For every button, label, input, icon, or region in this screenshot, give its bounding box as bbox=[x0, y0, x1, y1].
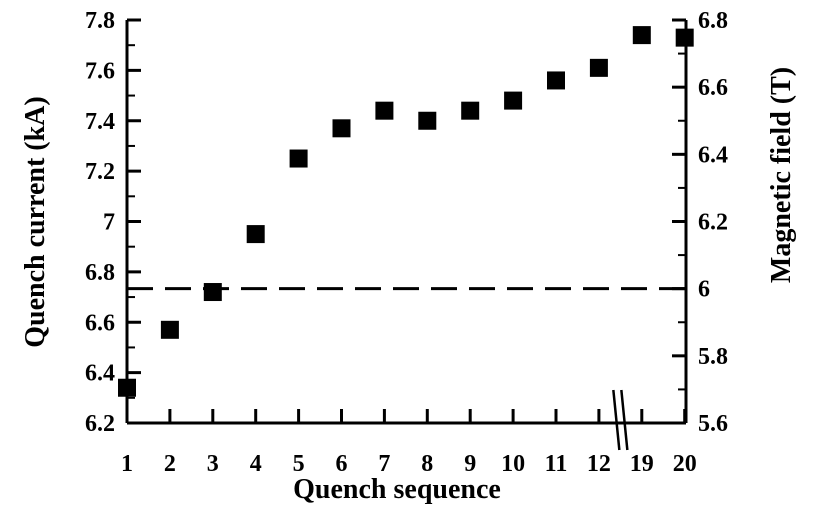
data-points bbox=[118, 26, 694, 397]
data-point bbox=[289, 149, 308, 168]
x-tick-label: 8 bbox=[421, 451, 433, 477]
data-point bbox=[418, 111, 437, 130]
data-point bbox=[632, 26, 651, 45]
x-tick-label: 1 bbox=[121, 451, 133, 477]
y-axis-title: Quench current (kA) bbox=[20, 96, 51, 347]
y2-tick-label: 6.8 bbox=[698, 8, 728, 34]
data-point bbox=[504, 91, 523, 110]
data-point bbox=[547, 71, 565, 90]
x-tick-label: 19 bbox=[630, 451, 654, 477]
data-point bbox=[461, 101, 480, 120]
y-tick-label: 7.6 bbox=[85, 58, 115, 84]
y-tick-label: 7.8 bbox=[85, 8, 115, 34]
data-point bbox=[332, 119, 351, 138]
x-tick-label: 3 bbox=[207, 451, 219, 477]
x-axis: 1 2 3 4 5 6 7 8 9 10 11 12 19 20 bbox=[121, 409, 697, 477]
x-tick-label: 6 bbox=[336, 451, 348, 477]
data-point bbox=[675, 28, 694, 47]
x-tick-label: 12 bbox=[587, 451, 611, 477]
x-tick-label: 2 bbox=[164, 451, 176, 477]
y2-tick-label: 6.4 bbox=[698, 142, 728, 168]
data-point bbox=[118, 378, 136, 397]
y-tick-label: 7.2 bbox=[85, 159, 115, 185]
y-tick-label: 6.6 bbox=[85, 310, 115, 336]
data-point bbox=[160, 320, 179, 339]
x-tick-label: 20 bbox=[673, 451, 697, 477]
break-slash bbox=[612, 389, 621, 451]
x-axis-title: Quench sequence bbox=[293, 474, 501, 505]
y2-tick-label: 6 bbox=[698, 277, 710, 303]
left-y-axis: 6.2 6.4 6.6 6.8 7 7.2 7.4 7.6 7.8 bbox=[85, 8, 141, 437]
data-point bbox=[203, 283, 222, 302]
y-tick-label: 6.4 bbox=[85, 361, 115, 387]
x-tick-label: 5 bbox=[293, 451, 305, 477]
y2-tick-label: 6.2 bbox=[698, 210, 728, 236]
y-tick-label: 7.4 bbox=[85, 109, 115, 135]
y-tick-label: 7 bbox=[103, 210, 115, 236]
y2-tick-label: 5.6 bbox=[698, 411, 728, 437]
x-tick-label: 9 bbox=[464, 451, 476, 477]
right-y-axis: 5.6 5.8 6 6.2 6.4 6.6 6.8 bbox=[672, 8, 728, 437]
axes bbox=[125, 20, 688, 425]
y-tick-label: 6.8 bbox=[85, 260, 115, 286]
y2-tick-label: 6.6 bbox=[698, 75, 728, 101]
data-point bbox=[589, 58, 608, 77]
y2-axis-title: Magnetic field (T) bbox=[766, 67, 797, 283]
x-tick-label: 7 bbox=[378, 451, 390, 477]
y-tick-label: 6.2 bbox=[85, 411, 115, 437]
x-tick-label: 10 bbox=[501, 451, 525, 477]
x-tick-label: 11 bbox=[545, 451, 568, 477]
break-slash bbox=[620, 389, 629, 451]
data-point bbox=[375, 101, 394, 120]
x-tick-label: 4 bbox=[250, 451, 262, 477]
y2-tick-label: 5.8 bbox=[698, 344, 728, 370]
data-point bbox=[246, 225, 265, 244]
axis-break-mark bbox=[612, 389, 629, 451]
